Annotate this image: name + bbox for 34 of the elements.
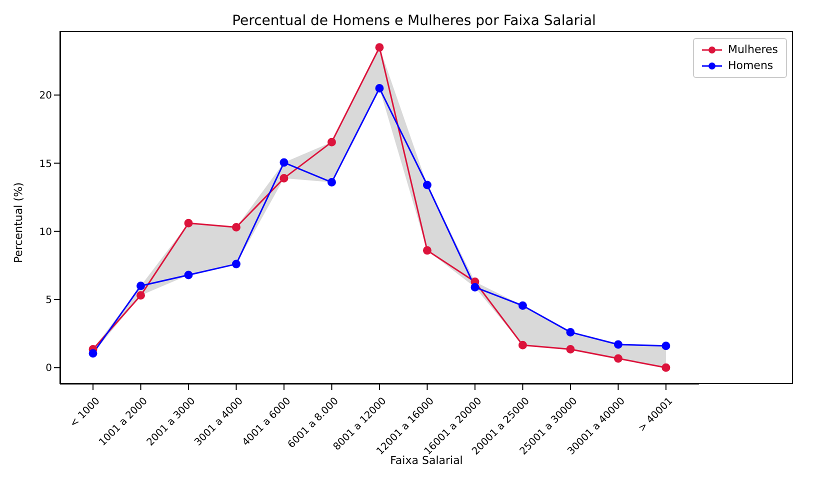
- y-tick-label: 15: [39, 158, 52, 170]
- point: [280, 158, 288, 167]
- y-tick-label: 0: [46, 363, 52, 374]
- legend-label: Mulheres: [728, 42, 778, 58]
- point: [327, 178, 336, 187]
- point: [327, 138, 336, 146]
- point: [614, 354, 622, 363]
- y-tick-label: 20: [39, 90, 52, 102]
- point: [422, 246, 432, 255]
- point: [232, 260, 240, 268]
- point: [184, 270, 193, 280]
- point: [375, 84, 384, 92]
- y-tick-label: 10: [39, 226, 52, 238]
- point: [566, 328, 575, 336]
- x-axis-title: Faixa Salarial: [390, 454, 463, 467]
- point: [470, 282, 480, 292]
- point: [614, 340, 622, 349]
- point: [280, 174, 288, 182]
- legend-label: Homens: [728, 58, 774, 74]
- point: [662, 342, 670, 350]
- point: [518, 340, 527, 350]
- point: [136, 282, 145, 290]
- y-tick-label: 5: [46, 295, 52, 306]
- point: [136, 291, 145, 300]
- y-axis-title: Percentual (%): [12, 182, 25, 263]
- point: [422, 180, 432, 190]
- chart-title: Percentual de Homens e Mulheres por Faixa Salarial: [231, 13, 597, 29]
- point: [518, 301, 527, 310]
- point: [662, 363, 670, 372]
- point: [88, 349, 98, 358]
- point: [375, 43, 384, 52]
- point: [566, 344, 575, 354]
- point: [184, 218, 193, 228]
- point: [232, 223, 240, 232]
